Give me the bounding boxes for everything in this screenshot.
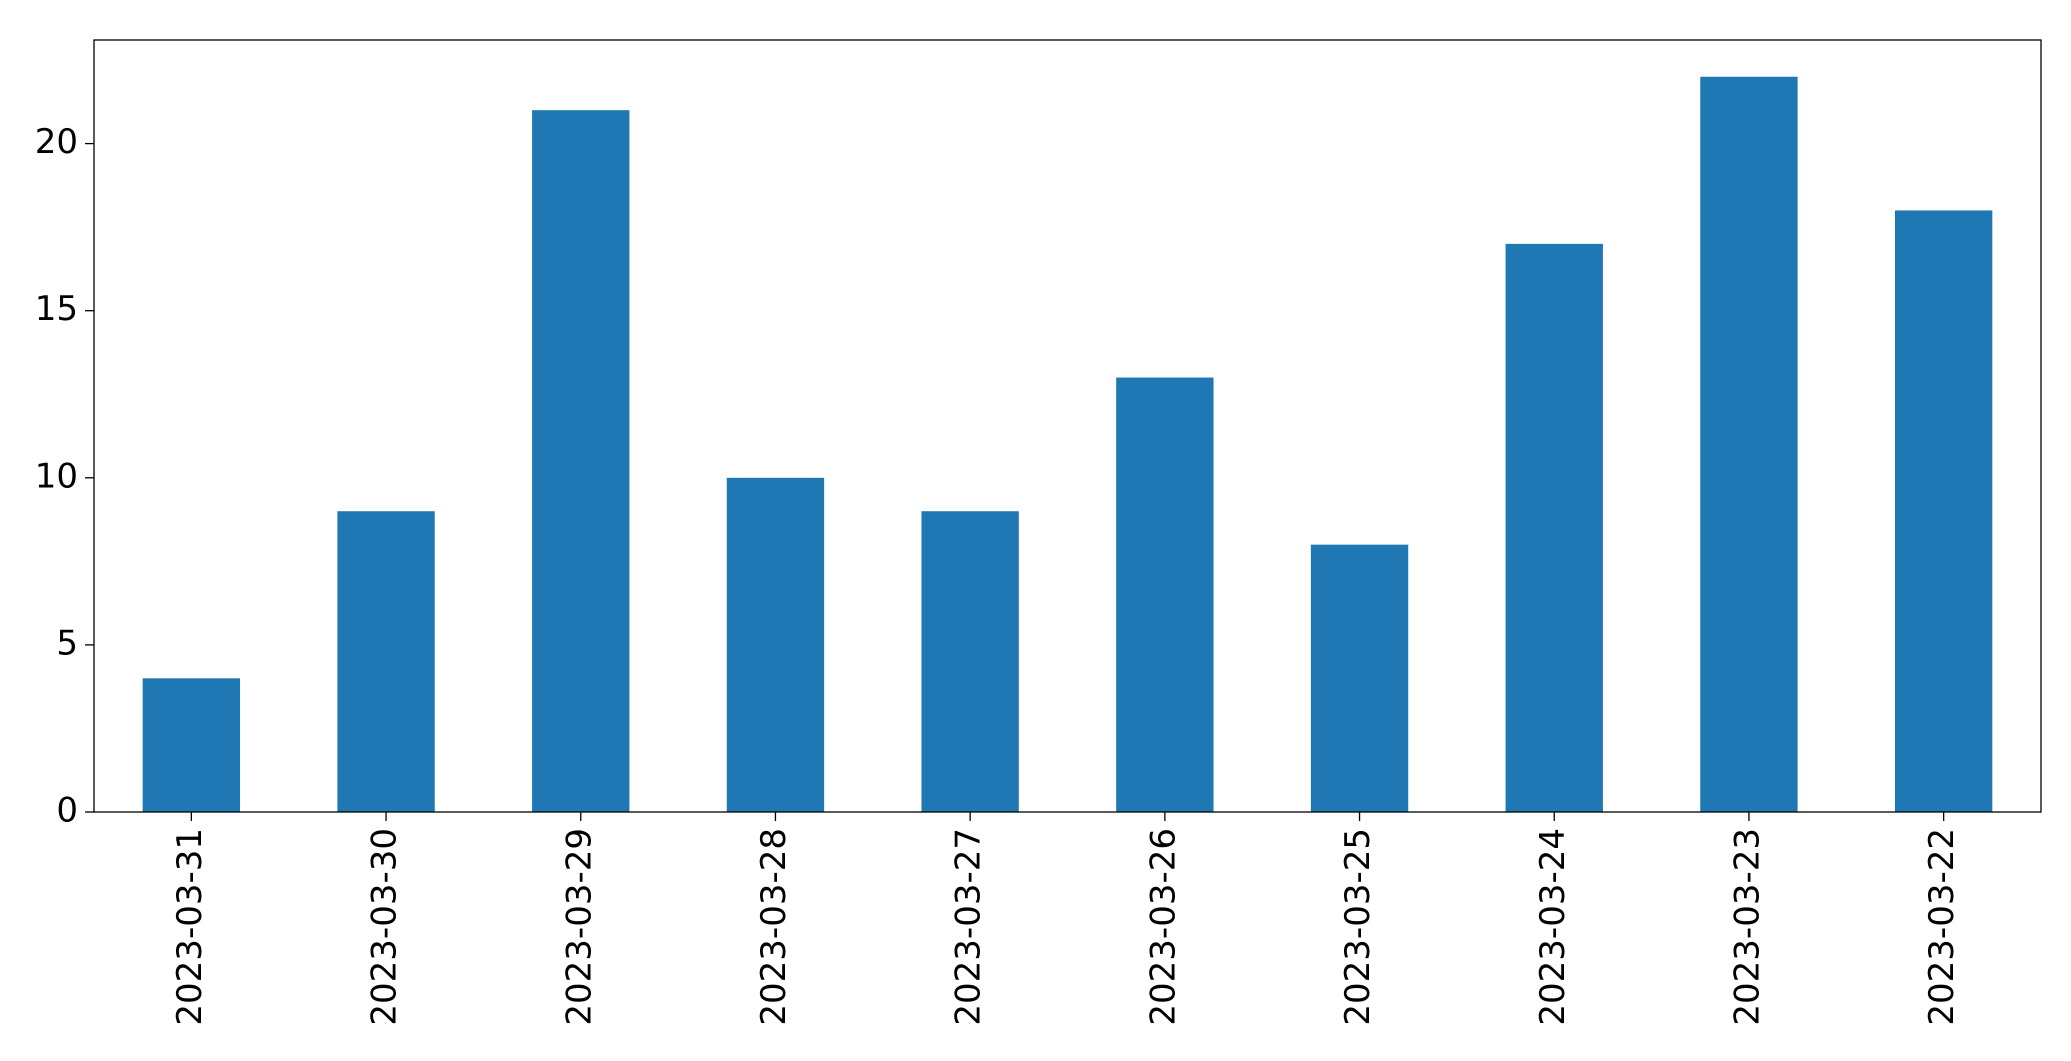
y-tick-label: 0: [56, 791, 78, 831]
y-tick-label: 5: [56, 623, 78, 663]
bar: [1505, 243, 1603, 813]
y-tick-label: 15: [35, 289, 78, 329]
bar: [142, 678, 241, 812]
x-tick-label: 2023-03-24: [1533, 828, 1573, 1026]
y-tick-label: 10: [35, 456, 78, 496]
bar: [1310, 544, 1409, 812]
x-tick-label: 2023-03-30: [365, 828, 405, 1026]
x-tick-label: 2023-03-25: [1338, 828, 1378, 1026]
x-tick-label: 2023-03-27: [949, 828, 989, 1026]
bar: [1894, 210, 1993, 813]
bar: [1700, 76, 1798, 812]
x-tick-label: 2023-03-26: [1143, 828, 1183, 1026]
bar: [726, 477, 825, 812]
bar: [1116, 377, 1214, 812]
bar: [337, 511, 435, 812]
bar: [532, 110, 630, 812]
plot-frame: [93, 39, 2042, 813]
x-tick-label: 2023-03-31: [170, 828, 210, 1026]
x-tick-label: 2023-03-22: [1922, 828, 1962, 1026]
x-tick-label: 2023-03-23: [1727, 828, 1767, 1026]
y-tick-label: 20: [35, 122, 78, 162]
x-tick-label: 2023-03-28: [754, 828, 794, 1026]
bar: [921, 511, 1019, 812]
x-tick-label: 2023-03-29: [559, 828, 599, 1026]
